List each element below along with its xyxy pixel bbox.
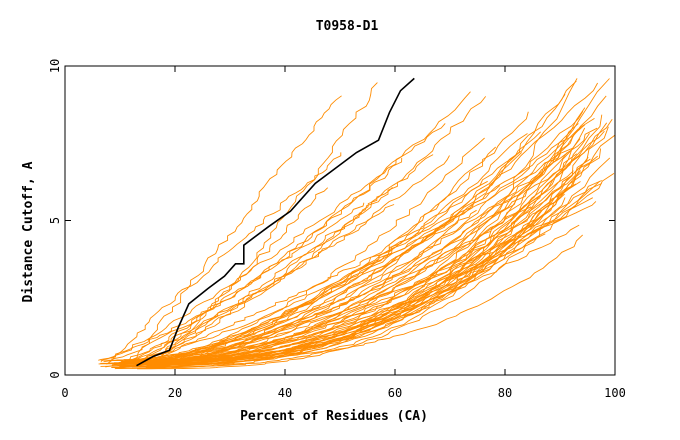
highlight-curve: [136, 77, 415, 367]
model-curve-2: [100, 123, 446, 363]
model-curve-65: [146, 183, 602, 367]
model-curve-64: [111, 128, 579, 364]
x-tick-label: 0: [61, 386, 68, 400]
model-curve-21: [148, 133, 528, 361]
model-curve-3: [103, 91, 471, 363]
series-layer: [98, 78, 616, 370]
model-curve-47: [136, 138, 581, 366]
x-tick-label: 60: [388, 386, 402, 400]
model-curve-17: [142, 130, 605, 365]
x-tick-label: 40: [278, 386, 292, 400]
x-tick-label: 80: [498, 386, 512, 400]
model-curve-12: [136, 186, 393, 367]
ticks-layer: 0 20 40 60 80 100 0 5 10: [48, 59, 626, 400]
chart-title: T0958-D1: [316, 19, 379, 34]
model-curve-54: [147, 180, 601, 369]
model-curve-67: [131, 93, 566, 369]
model-curve-63: [100, 148, 602, 361]
model-curve-10: [131, 95, 342, 363]
model-curve-68: [145, 78, 578, 368]
model-curve-11: [147, 82, 378, 365]
model-curve-1: [146, 154, 434, 364]
model-curve-26: [120, 96, 487, 365]
model-curve-28: [122, 137, 485, 364]
model-curve-43: [123, 180, 602, 361]
model-curve-13: [106, 152, 342, 365]
x-tick-label: 20: [168, 386, 182, 400]
y-axis-label: Distance Cutoff, A: [21, 161, 36, 302]
model-curve-22: [111, 147, 573, 366]
x-tick-label: 100: [604, 386, 626, 400]
highlight-layer: [136, 77, 415, 367]
x-axis-label: Percent of Residues (CA): [240, 409, 428, 424]
model-curve-30: [138, 180, 488, 369]
y-tick-label: 10: [48, 59, 62, 73]
model-curve-35: [129, 131, 542, 365]
model-curve-69: [112, 156, 589, 367]
y-tick-label: 0: [48, 371, 62, 378]
model-curve-0: [98, 202, 365, 361]
model-curve-4: [118, 157, 403, 366]
y-tick-label: 5: [48, 217, 62, 224]
model-curve-53: [139, 118, 595, 362]
